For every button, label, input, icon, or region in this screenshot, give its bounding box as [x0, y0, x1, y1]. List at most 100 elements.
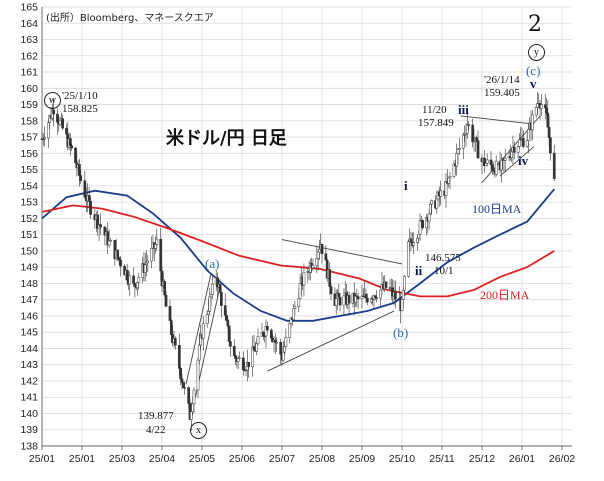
- y-tick-label: 154: [20, 180, 38, 192]
- candle-body: [457, 147, 461, 150]
- y-tick-label: 161: [20, 67, 38, 79]
- candle-body: [430, 200, 434, 205]
- candle-body: [393, 291, 397, 300]
- candle-body: [145, 262, 148, 265]
- x-tick-label: 25/06: [229, 453, 255, 465]
- x-date-label: 4/22: [146, 424, 166, 436]
- candle-body: [347, 295, 351, 304]
- candle-body: [288, 323, 292, 338]
- candle-body: [418, 220, 422, 235]
- candle-body: [284, 337, 288, 347]
- tick-labels: 138 139 140 141 142 143 144 145 146 147 148 149 150 1…: [20, 2, 575, 466]
- candle-body: [252, 346, 256, 351]
- candle-body: [269, 329, 273, 339]
- candle-body: [427, 213, 431, 222]
- candle-body: [256, 336, 260, 345]
- w-date-label: '25/1/10: [62, 90, 98, 102]
- candle-body: [265, 326, 269, 331]
- candle-body: [229, 341, 232, 347]
- candle-body: [225, 315, 228, 321]
- candle-body: [320, 244, 324, 255]
- candle-body: [52, 109, 55, 115]
- candle-body: [241, 357, 245, 371]
- candle-body: [196, 359, 200, 391]
- candle-body: [159, 238, 163, 272]
- wave-a-label: (a): [205, 256, 220, 271]
- y-tick-label: 158: [20, 115, 38, 127]
- candle-body: [552, 152, 556, 179]
- candle-body: [315, 258, 319, 266]
- candle-body: [137, 277, 141, 283]
- wave-w-circle: w: [44, 92, 61, 109]
- candle-body: [448, 176, 452, 179]
- candle-body: [236, 358, 240, 362]
- candle-body: [297, 298, 301, 307]
- candle-body: [293, 306, 297, 309]
- candle-body: [475, 137, 479, 141]
- candle-body: [208, 296, 212, 312]
- candle-body: [409, 238, 413, 243]
- y-tick-label: 148: [20, 278, 38, 290]
- y-tick-label: 147: [20, 294, 38, 306]
- candle-body: [518, 139, 521, 147]
- candle-body: [540, 104, 543, 109]
- candle-body: [106, 231, 110, 246]
- candle-body: [43, 137, 46, 140]
- trendlines: [185, 115, 541, 398]
- candle-body: [180, 378, 184, 383]
- wave-y-circle: y: [528, 44, 545, 61]
- wave-ii-label: ii: [415, 263, 423, 278]
- y-tick-label: 160: [20, 83, 38, 95]
- candle-body: [70, 145, 74, 149]
- candle-body: [69, 138, 72, 146]
- candle-body: [220, 292, 223, 306]
- candle-body: [512, 146, 516, 153]
- x-tick-label: 25/12: [469, 453, 495, 465]
- candle-body: [328, 269, 332, 287]
- candle-body: [516, 146, 520, 153]
- y-tick-label: 138: [20, 441, 38, 453]
- x-tick-label: 25/10: [389, 453, 415, 465]
- wave-iii-label: iii: [458, 102, 469, 117]
- candle-body: [89, 200, 92, 215]
- candle-body: [329, 286, 333, 295]
- candle-body: [447, 177, 451, 184]
- candle-body: [549, 137, 552, 154]
- candle-body: [65, 127, 68, 135]
- candle-body: [179, 368, 183, 380]
- y-tick-label: 152: [20, 213, 38, 225]
- candle-body: [255, 343, 259, 352]
- candle-body: [116, 249, 120, 258]
- y-tick-label: 164: [20, 18, 38, 30]
- candle-body: [281, 351, 285, 361]
- candle-body: [109, 240, 112, 242]
- candle-body: [494, 160, 498, 175]
- candle-body: [417, 233, 421, 239]
- ii-value-label: 146.575: [425, 252, 461, 264]
- candle-body: [74, 147, 77, 164]
- y-tick-label: 150: [20, 245, 38, 257]
- candle-body: [546, 112, 550, 128]
- candle-body: [416, 237, 419, 243]
- candle-body: [429, 203, 432, 215]
- candle-body: [356, 296, 360, 300]
- wave-b-label: (b): [393, 325, 409, 340]
- trendline: [460, 115, 534, 125]
- candle-body: [467, 124, 471, 126]
- candle-body: [510, 151, 514, 158]
- candle-body: [543, 104, 547, 109]
- candle-body: [205, 314, 209, 324]
- ma-line-200: [41, 204, 555, 298]
- y-tick-label: 140: [20, 408, 38, 420]
- candle-body: [373, 295, 377, 298]
- candle-body: [164, 294, 168, 307]
- candle-body: [275, 341, 279, 344]
- x-tick-label: 25/09: [349, 453, 375, 465]
- y-tick-label: 162: [20, 50, 38, 62]
- candle-body: [132, 275, 135, 284]
- ma-line-100: [41, 188, 555, 322]
- candle-body: [279, 341, 283, 355]
- candle-body: [117, 257, 121, 261]
- x-tick-label: 25/07: [269, 453, 295, 465]
- x-tick-label: 25/05: [189, 453, 215, 465]
